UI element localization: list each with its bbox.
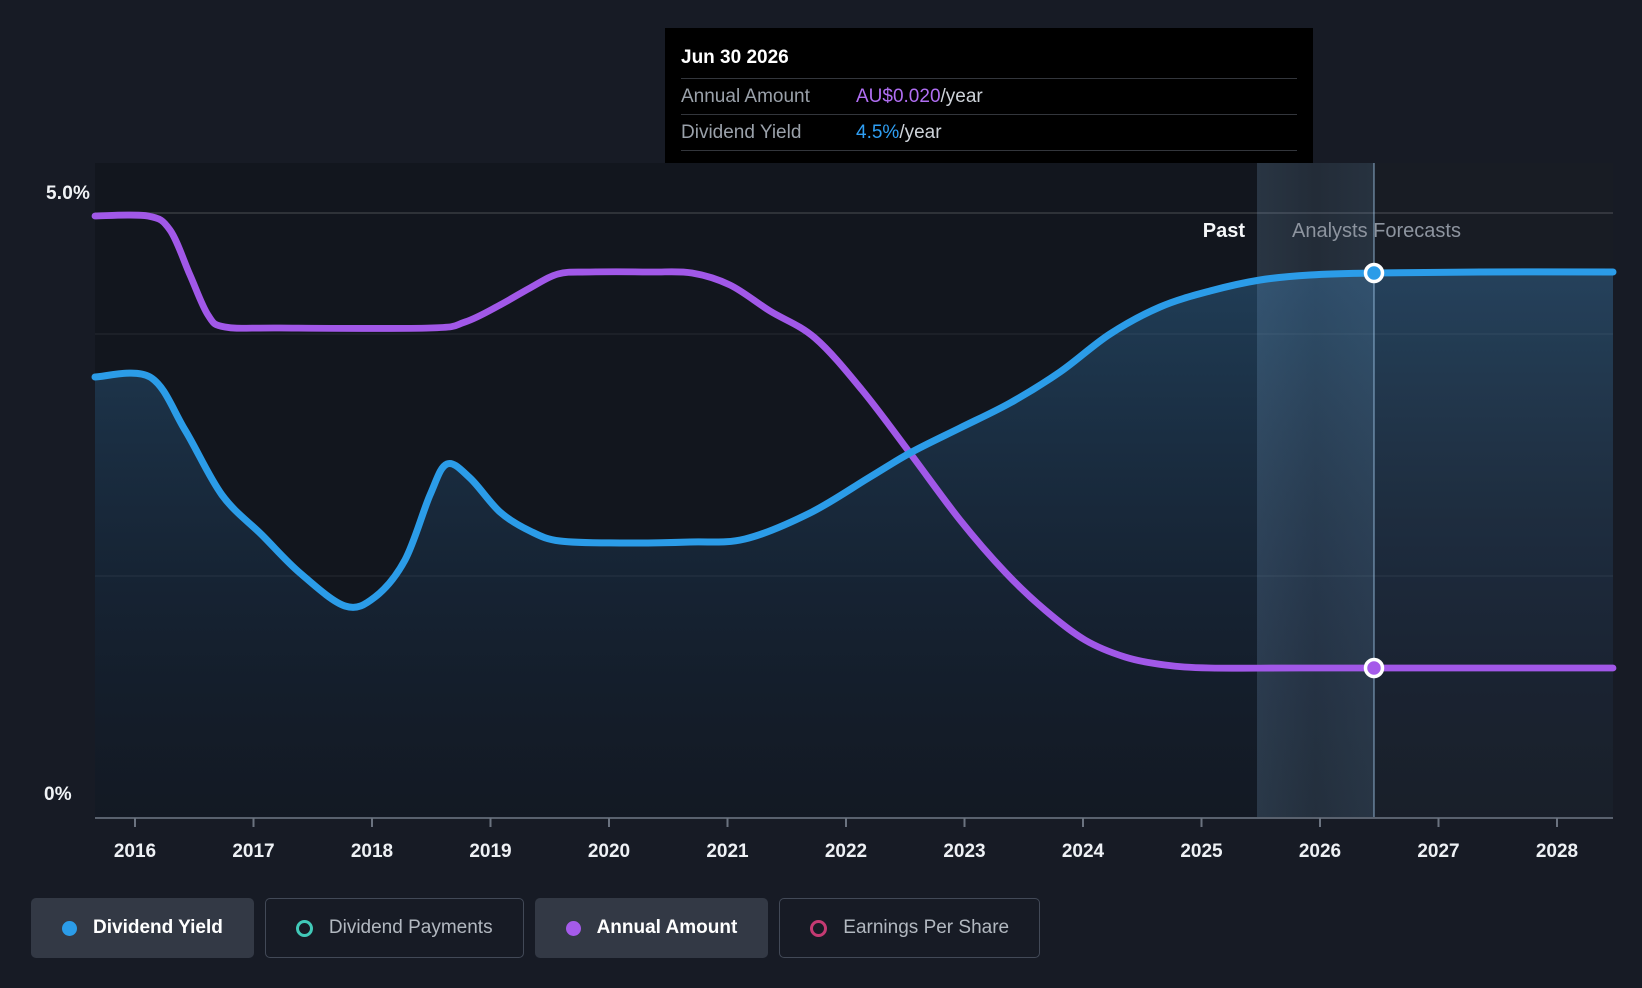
dividend-yield-area bbox=[95, 271, 1613, 818]
tooltip-row-dividend-yield: Dividend Yield 4.5% /year bbox=[681, 114, 1297, 151]
x-axis-year-label: 2018 bbox=[351, 841, 393, 862]
legend-chip-dividend-payments[interactable]: Dividend Payments bbox=[264, 898, 524, 958]
x-axis-year-label: 2023 bbox=[943, 841, 985, 862]
tooltip-label: Dividend Yield bbox=[681, 121, 802, 143]
legend-label: Earnings Per Share bbox=[843, 917, 1010, 938]
dividend-yield-dot-icon bbox=[62, 920, 77, 936]
hover-marker[interactable] bbox=[1363, 657, 1385, 679]
x-axis-year-label: 2022 bbox=[825, 841, 867, 862]
tooltip-row-annual-amount: Annual Amount AU$0.020 /year bbox=[681, 78, 1297, 114]
x-axis-year-label: 2026 bbox=[1299, 841, 1341, 862]
x-axis-year-label: 2028 bbox=[1536, 841, 1578, 862]
hover-marker[interactable] bbox=[1363, 262, 1385, 284]
legend-label: Annual Amount bbox=[596, 917, 738, 938]
x-axis-labels: 2016 2017 2018 2019 2020 2021 2022 2023 2024 2025… bbox=[114, 841, 1578, 862]
y-axis-label-zero: 0% bbox=[44, 784, 72, 805]
x-axis-year-label: 2019 bbox=[469, 841, 511, 862]
x-axis-year-label: 2027 bbox=[1417, 841, 1459, 862]
x-axis-year-label: 2020 bbox=[588, 841, 630, 862]
earnings-per-share-ring-icon bbox=[810, 919, 828, 937]
tooltip-value: 4.5% bbox=[856, 121, 900, 143]
legend-chip-annual-amount[interactable]: Annual Amount bbox=[534, 898, 769, 958]
dividend-payments-ring-icon bbox=[295, 919, 313, 937]
tooltip-value-suffix: /year bbox=[940, 85, 983, 107]
x-axis-year-label: 2021 bbox=[706, 841, 749, 862]
past-label: Past bbox=[1202, 220, 1245, 242]
x-axis-year-label: 2025 bbox=[1180, 841, 1223, 862]
chart-legend: Dividend Yield Dividend Payments Annual … bbox=[31, 898, 1041, 958]
y-axis-label-max: 5.0% bbox=[46, 183, 91, 204]
tooltip-date: Jun 30 2026 bbox=[681, 47, 789, 68]
analysts-forecasts-label: Analysts Forecasts bbox=[1292, 220, 1461, 242]
legend-chip-earnings-per-share[interactable]: Earnings Per Share bbox=[779, 898, 1041, 958]
hover-highlight-band bbox=[1257, 163, 1374, 818]
annual-amount-line[interactable] bbox=[91, 211, 1617, 672]
tooltip-value-suffix: /year bbox=[899, 121, 942, 143]
dividend-yield-line[interactable] bbox=[91, 268, 1617, 611]
legend-label: Dividend Payments bbox=[328, 917, 493, 938]
hover-markers[interactable] bbox=[1363, 262, 1385, 679]
chart-tooltip: Jun 30 2026 Annual Amount AU$0.020 /year… bbox=[665, 28, 1313, 163]
tooltip-value: AU$0.020 bbox=[856, 85, 941, 107]
legend-chip-dividend-yield[interactable]: Dividend Yield bbox=[31, 898, 254, 958]
tooltip-label: Annual Amount bbox=[681, 85, 810, 107]
x-axis-year-label: 2024 bbox=[1062, 841, 1105, 862]
x-axis-year-label: 2016 bbox=[114, 841, 156, 862]
legend-label: Dividend Yield bbox=[93, 917, 223, 938]
annual-amount-dot-icon bbox=[565, 920, 581, 936]
x-axis-ticks bbox=[134, 818, 1558, 827]
x-axis-year-label: 2017 bbox=[232, 841, 274, 862]
